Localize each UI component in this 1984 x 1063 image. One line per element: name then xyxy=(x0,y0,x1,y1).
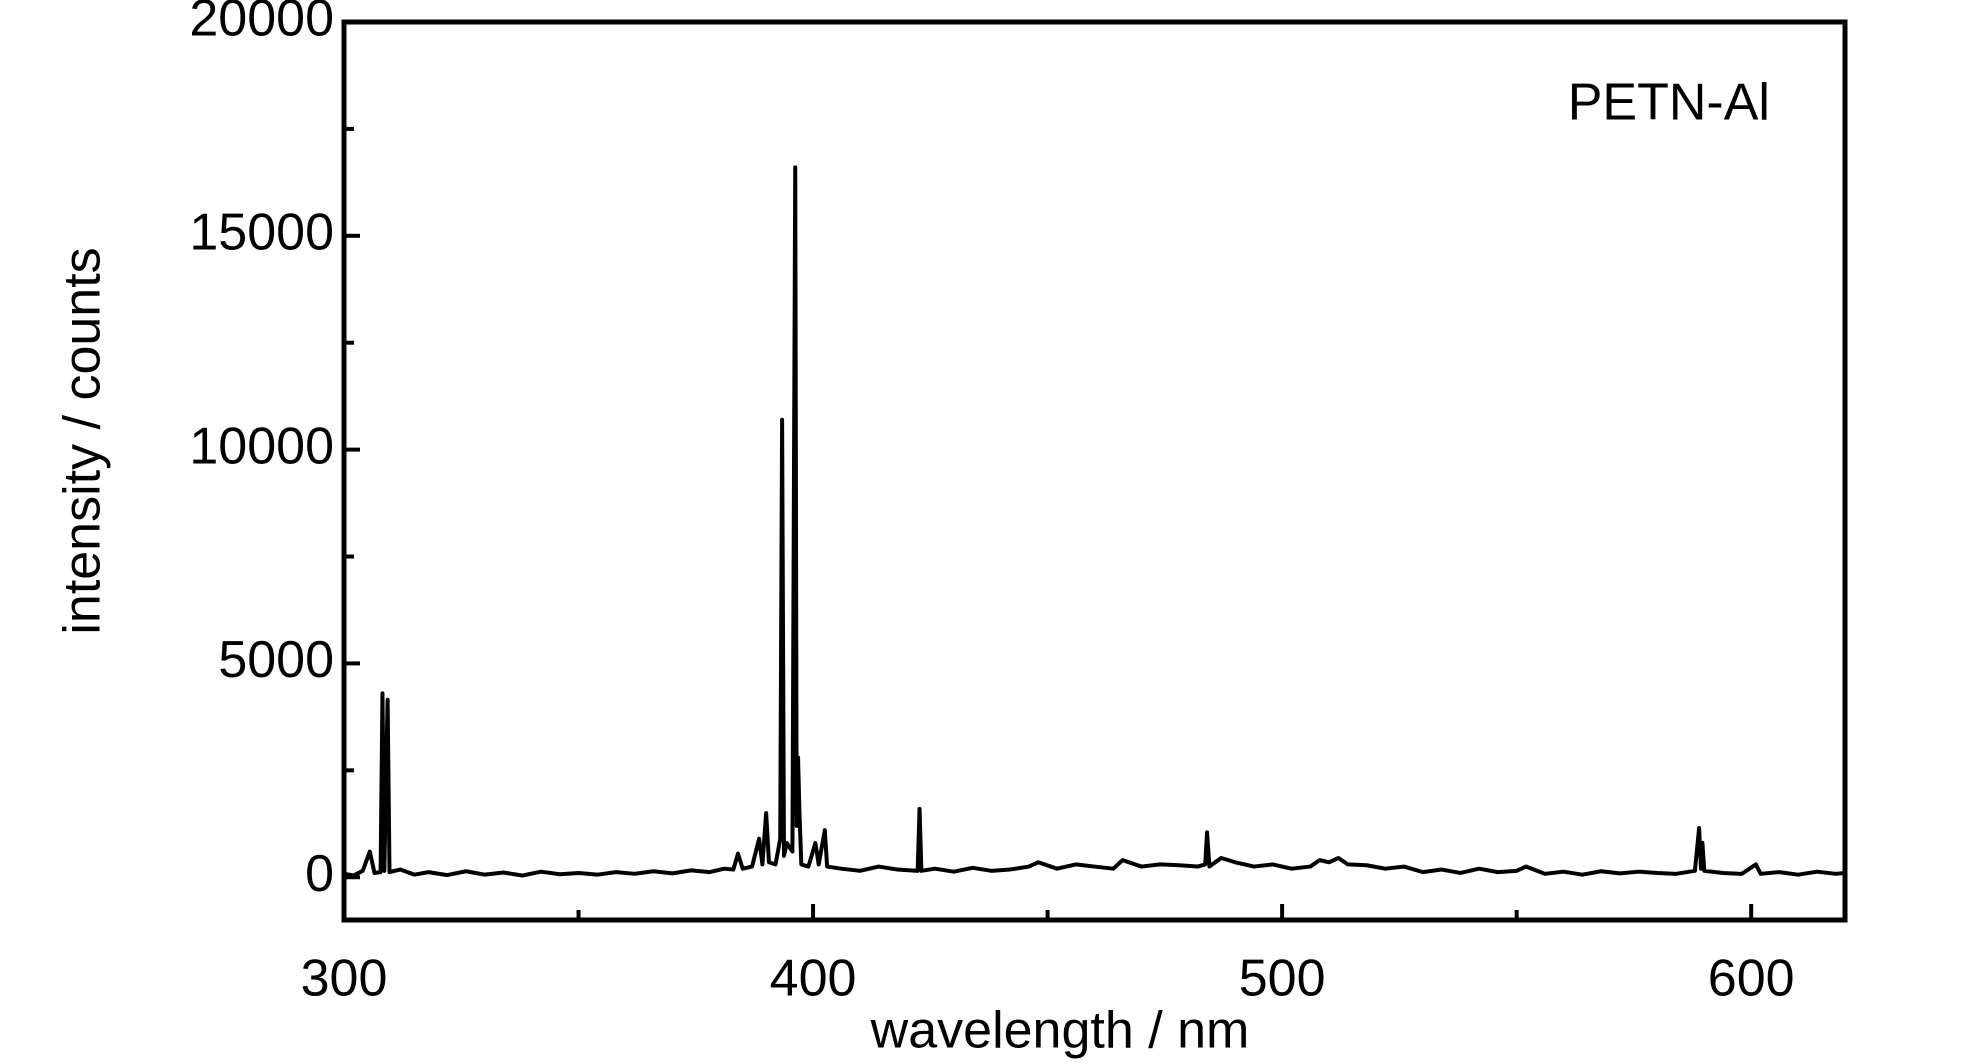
x-tick-label: 400 xyxy=(770,950,857,1008)
plot-frame xyxy=(341,19,1848,923)
y-tick-label: 15000 xyxy=(189,204,334,262)
x-tick-label: 500 xyxy=(1239,950,1326,1008)
x-axis-label: wavelength / nm xyxy=(870,1002,1250,1060)
x-tick-label: 600 xyxy=(1708,950,1795,1008)
annotation: PETN-Al xyxy=(1568,74,1770,132)
y-tick-label: 5000 xyxy=(218,631,334,689)
y-tick-label: 10000 xyxy=(189,417,334,475)
y-axis-label: intensity / counts xyxy=(54,247,112,634)
y-tick-label: 20000 xyxy=(189,0,334,48)
spectrum-line xyxy=(343,165,1846,878)
x-tick-label: 300 xyxy=(301,950,388,1008)
y-tick-label: 0 xyxy=(305,845,334,903)
